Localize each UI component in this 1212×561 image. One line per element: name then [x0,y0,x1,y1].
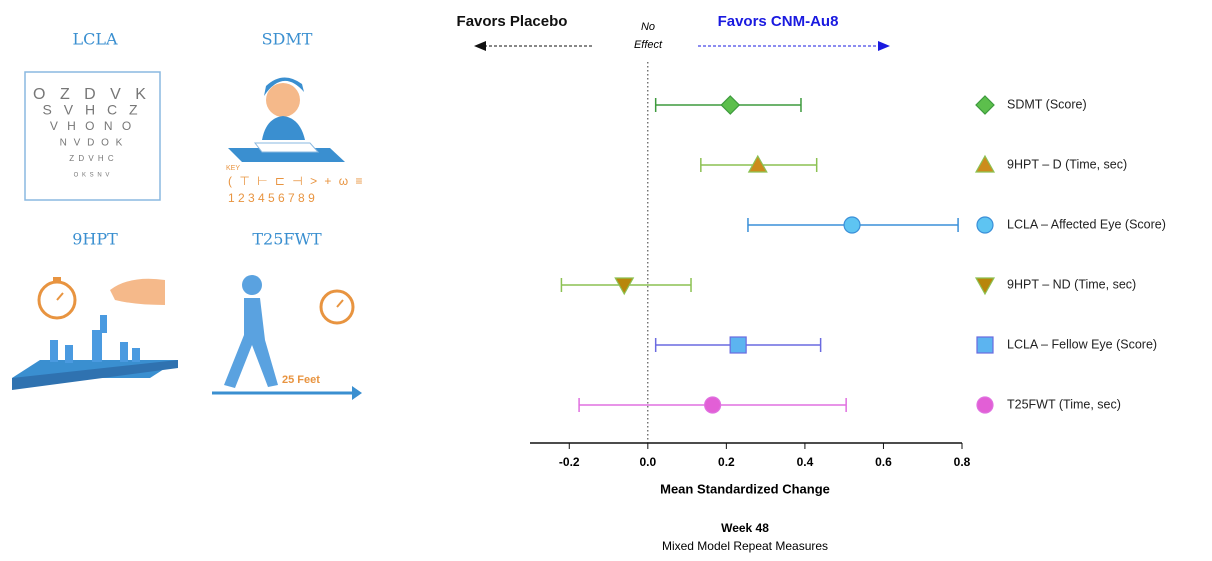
marker [730,337,746,353]
legend-label: SDMT (Score) [1007,97,1087,111]
key-label: KEY [226,165,240,172]
x-tick-label: 0.2 [718,455,735,469]
eye-chart-row: N V D O K [60,138,125,149]
9hpt-illustration [12,277,178,390]
header-mid: Effect [634,39,663,51]
x-axis-title: Mean Standardized Change [660,481,830,496]
page: {"chart_data": {"type": "forest", "heade… [0,0,1212,561]
legend-label: LCLA – Affected Eye (Score) [1007,217,1166,231]
illustration-label: T25FWT [252,230,322,249]
legend-marker [977,337,993,353]
eye-chart-row: S V H C Z [42,102,141,118]
marker [705,397,721,413]
legend-label: 9HPT – ND (Time, sec) [1007,277,1136,291]
marker [615,278,633,294]
legend-marker [976,156,994,172]
eye-chart-row: O K S N V [74,173,111,179]
legend-label: 9HPT – D (Time, sec) [1007,157,1127,171]
x-tick-label: 0.4 [797,455,814,469]
legend-marker [976,96,994,114]
legend-label: T25FWT (Time, sec) [1007,397,1121,411]
illustration-label: 9HPT [72,230,118,249]
header-left: Favors Placebo [457,13,568,30]
eye-chart-row: Z D V H C [69,154,114,163]
x-tick-label: 0.6 [875,455,892,469]
x-tick-label: 0.0 [639,455,656,469]
footer: Week 48 [721,521,769,535]
legend-label: LCLA – Fellow Eye (Score) [1007,337,1157,351]
header-right: Favors CNM-Au8 [718,13,839,30]
key-symbols: ( ⊤ ⊢ ⊏ ⊣ > + ω ≡ [228,174,364,188]
sdmt-illustration [228,77,345,162]
distance-label: 25 Feet [282,374,320,386]
legend-marker [976,278,994,294]
x-tick-label: 0.8 [954,455,971,469]
footer: Mixed Model Repeat Measures [662,539,828,553]
chart: LCLA SDMT 9HPT T25FWT O Z D V KS V H C Z… [0,0,1212,556]
marker [844,217,860,233]
illustration-label: SDMT [262,30,313,49]
arrow-right-head [878,41,890,51]
eye-chart-row: V H O N O [50,119,134,133]
key-digits: 1 2 3 4 5 6 7 8 9 [228,191,315,205]
marker [749,156,767,172]
marker [721,96,739,114]
illustration-label: LCLA [72,30,117,49]
x-tick-label: -0.2 [559,455,580,469]
legend-marker [977,397,993,413]
legend-marker [977,217,993,233]
eye-chart-row: O Z D V K [33,86,151,103]
header-mid: No [641,21,655,33]
arrow-left-head [474,41,486,51]
